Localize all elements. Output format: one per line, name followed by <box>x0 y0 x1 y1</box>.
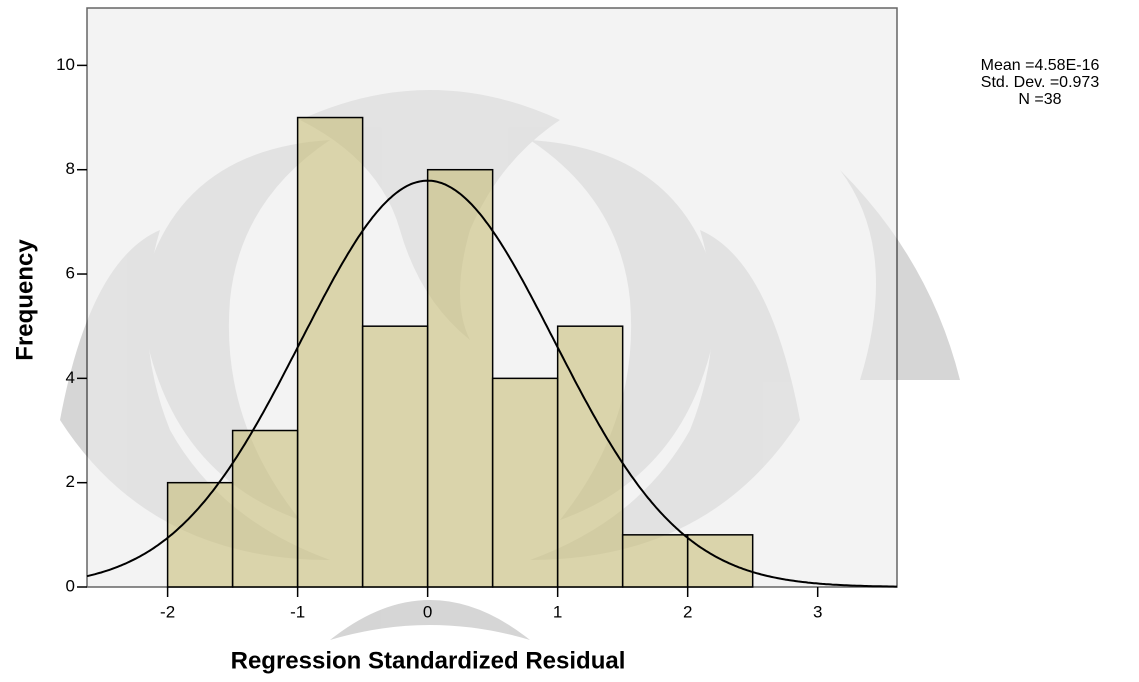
y-axis-label: Frequency <box>11 239 38 361</box>
bar <box>298 118 363 587</box>
bar <box>623 535 688 587</box>
y-tick-label: 0 <box>66 576 75 595</box>
bar <box>493 378 558 587</box>
x-tick-label: -2 <box>160 602 175 621</box>
bar <box>688 535 753 587</box>
stat-label: N =38 <box>1018 91 1061 108</box>
x-tick-label: 0 <box>423 602 432 621</box>
stat-label: Std. Dev. =0.973 <box>981 74 1100 91</box>
stat-label: Mean =4.58E-16 <box>981 57 1100 74</box>
x-tick-label: 1 <box>553 602 562 621</box>
x-axis-label: Regression Standardized Residual <box>231 647 626 674</box>
y-tick-label: 2 <box>66 472 75 491</box>
y-tick-label: 10 <box>56 55 75 74</box>
bar <box>168 483 233 587</box>
bar <box>428 170 493 587</box>
y-tick-label: 8 <box>66 159 75 178</box>
y-tick-label: 4 <box>66 368 75 387</box>
bar <box>363 326 428 587</box>
x-tick-label: 2 <box>683 602 692 621</box>
chart: Regression Standardized Residual Frequen… <box>0 0 1139 682</box>
x-tick-label: -1 <box>290 602 305 621</box>
y-tick-label: 6 <box>66 264 75 283</box>
x-tick-label: 3 <box>813 602 822 621</box>
bar <box>233 431 298 587</box>
